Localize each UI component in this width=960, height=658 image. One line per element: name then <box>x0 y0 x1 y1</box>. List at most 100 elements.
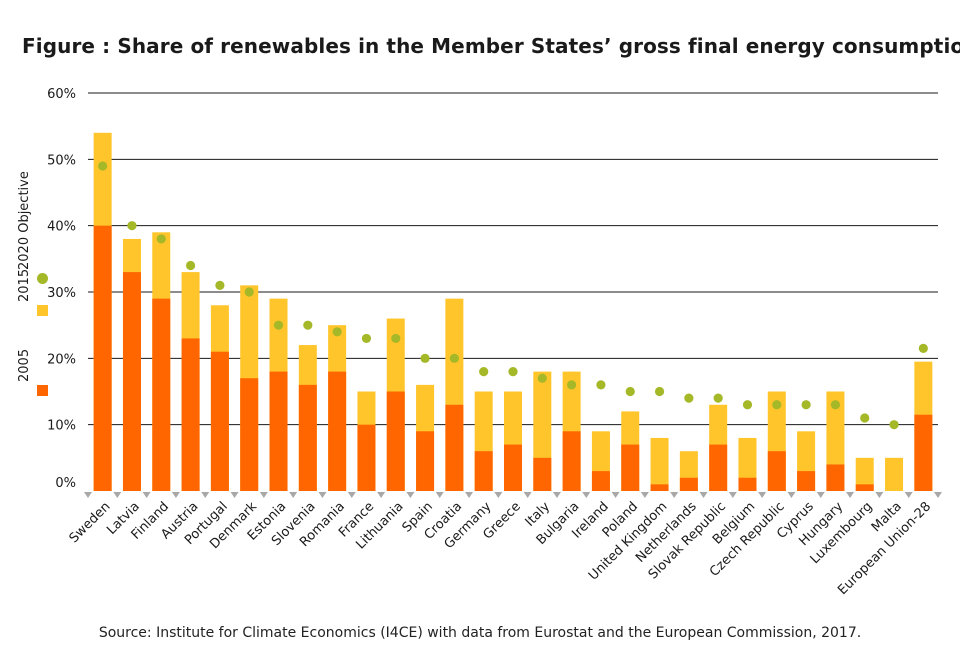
bar-2005 <box>855 484 874 491</box>
objective-dot <box>801 400 811 410</box>
source-note: Source: Institute for Climate Economics … <box>98 625 862 641</box>
x-tick-marker <box>582 492 591 498</box>
objective-dot <box>742 400 753 410</box>
x-tick-marker <box>435 492 444 498</box>
x-tick-marker <box>406 492 415 498</box>
legend-item-2005: 2005 <box>15 324 51 396</box>
bar-2005 <box>240 378 259 491</box>
objective-dots <box>98 161 928 430</box>
bar-2005 <box>767 451 786 491</box>
y-axis-ticks: 0% 10% 20% 30% 40% 50% 60% <box>47 87 76 491</box>
objective-dot <box>332 327 342 337</box>
objective-dot <box>596 380 606 390</box>
objective-dot <box>508 367 518 377</box>
bar-2005 <box>650 484 669 491</box>
objective-dot <box>889 420 899 430</box>
x-tick-marker <box>171 492 180 498</box>
objective-dot <box>860 413 870 423</box>
bar-2005 <box>679 477 698 491</box>
x-tick-marker <box>787 492 796 498</box>
objective-dot <box>449 353 459 363</box>
objective-dot <box>244 287 254 297</box>
x-tick-marker <box>494 492 503 498</box>
x-tick-marker <box>465 492 474 498</box>
y-tick-label: 30% <box>47 286 76 301</box>
objective-dot <box>98 161 108 171</box>
bar-2005 <box>93 225 112 491</box>
x-tick-label: Sweden <box>67 499 114 546</box>
x-axis-labels: SwedenLatviaFinlandAustriaPortugalDenmar… <box>67 499 935 598</box>
bar-2005 <box>152 298 171 491</box>
objective-dot <box>713 393 723 403</box>
objective-dot <box>127 221 137 231</box>
bar-2005 <box>709 444 728 491</box>
bar-2005 <box>181 338 200 491</box>
objective-dot <box>918 343 928 353</box>
y-tick-label: 10% <box>47 419 76 434</box>
legend-item-objective: 2020 Objective <box>15 171 51 284</box>
x-tick-marker <box>259 492 268 498</box>
legend-swatch-2015 <box>37 305 48 316</box>
bar-2005 <box>474 451 493 491</box>
x-tick-marker <box>142 492 151 498</box>
objective-dot <box>303 320 313 330</box>
objective-dot <box>215 280 225 290</box>
page-title: Figure : Share of renewables in the Memb… <box>22 34 960 58</box>
x-tick-marker <box>816 492 825 498</box>
bar-2005 <box>416 431 435 491</box>
objective-dot <box>391 333 401 344</box>
objective-dot <box>273 320 284 330</box>
bar-2005 <box>738 477 757 491</box>
y-tick-label: 60% <box>47 87 76 102</box>
x-tick-marker <box>230 492 239 498</box>
legend-label-objective: 2020 Objective <box>17 171 32 270</box>
x-tick-marker <box>84 492 92 498</box>
objective-dot <box>156 234 166 244</box>
bar-2005 <box>122 272 141 491</box>
x-tick-marker <box>377 492 386 498</box>
x-tick-marker <box>201 492 210 498</box>
x-tick-marker <box>934 492 942 498</box>
x-tick-marker <box>758 492 767 498</box>
legend-swatch-2005 <box>37 385 48 396</box>
x-tick-marker <box>640 492 649 498</box>
bar-2005 <box>269 371 288 491</box>
bar-2015 <box>650 437 669 491</box>
bar-2005 <box>386 391 405 491</box>
bar-2005 <box>357 424 376 491</box>
objective-dot <box>654 386 665 397</box>
bars <box>93 132 933 492</box>
y-tick-label: 50% <box>47 153 76 168</box>
objective-dot <box>537 373 547 383</box>
bar-2005 <box>591 471 610 491</box>
legend: 2005 2015 2020 Objective <box>15 171 51 396</box>
objective-dot <box>420 353 430 363</box>
legend-dot-objective <box>37 273 48 284</box>
bar-2005 <box>797 471 816 491</box>
bar-2005 <box>328 371 347 491</box>
y-tick-label: 0% <box>55 476 76 491</box>
objective-dot <box>684 393 694 403</box>
bar-2005 <box>210 351 229 491</box>
x-tick-marker <box>611 492 620 498</box>
y-tick-label: 40% <box>47 220 76 235</box>
x-tick-marker <box>904 492 913 498</box>
objective-dot <box>361 333 372 344</box>
bar-2005 <box>504 444 522 491</box>
bar-2005 <box>298 384 317 491</box>
objective-dot <box>772 400 782 410</box>
bar-2015 <box>855 457 874 491</box>
x-axis-markers <box>84 492 942 498</box>
objective-dot <box>185 260 196 271</box>
objective-dot <box>625 386 635 397</box>
x-tick-marker <box>846 492 855 498</box>
x-tick-marker <box>289 492 298 498</box>
x-tick-marker <box>347 492 356 498</box>
x-tick-marker <box>875 492 884 498</box>
objective-dot <box>567 380 577 390</box>
x-tick-marker <box>318 492 327 498</box>
objective-dot <box>830 400 841 410</box>
x-tick-marker <box>670 492 679 498</box>
x-tick-marker <box>523 492 532 498</box>
